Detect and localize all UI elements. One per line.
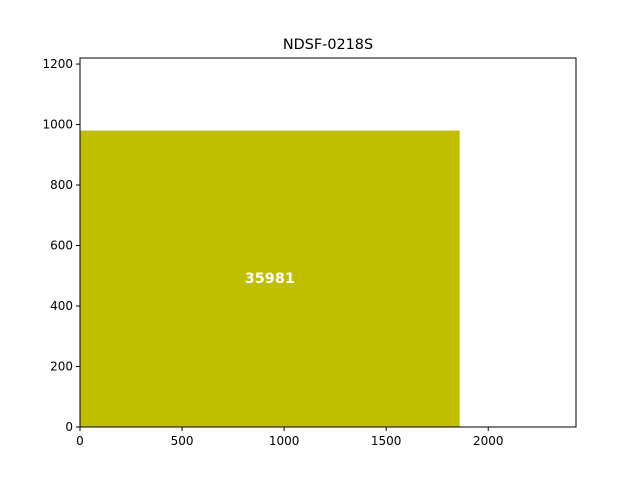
x-axis: 0 500 1000 1500 2000 — [76, 427, 504, 448]
y-axis: 0 200 400 600 800 1000 1200 — [42, 57, 80, 434]
plot-area: 35981 — [80, 130, 460, 428]
y-tick-label: 600 — [50, 239, 73, 253]
y-tick-label: 1200 — [42, 57, 73, 71]
y-tick-label: 200 — [50, 360, 73, 374]
y-tick-label: 0 — [65, 420, 73, 434]
x-tick-label: 1500 — [371, 434, 402, 448]
x-tick-label: 1000 — [269, 434, 300, 448]
bar — [80, 130, 460, 428]
y-tick-label: 800 — [50, 178, 73, 192]
x-tick-label: 2000 — [473, 434, 504, 448]
x-tick-label: 500 — [171, 434, 194, 448]
axes-frame — [79, 57, 577, 428]
bar-value-label: 35981 — [245, 271, 295, 287]
y-tick-label: 1000 — [42, 118, 73, 132]
chart-title: NDSF-0218S — [283, 37, 373, 53]
y-tick-label: 400 — [50, 299, 73, 313]
x-tick-label: 0 — [76, 434, 84, 448]
